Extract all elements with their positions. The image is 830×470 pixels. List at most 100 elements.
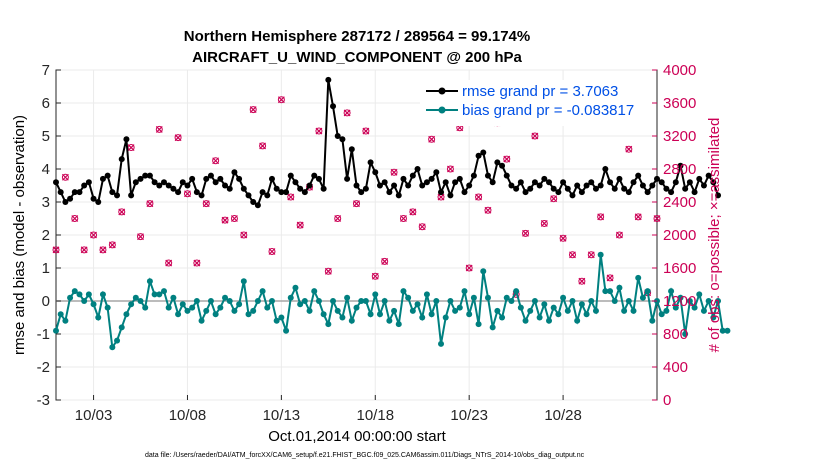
bias-point <box>475 321 482 328</box>
rmse-point <box>555 189 562 196</box>
rmse-point <box>672 179 679 186</box>
obs-assimilated-marker <box>334 215 342 222</box>
rmse-point <box>114 192 121 199</box>
right-tick-label: 3600 <box>663 95 696 112</box>
rmse-point <box>207 172 214 179</box>
obs-assimilated-marker <box>559 234 567 242</box>
bias-point <box>376 311 383 318</box>
obs-possible-marker <box>634 213 642 221</box>
obs-assimilated-marker <box>634 213 642 221</box>
bias-point <box>179 301 186 308</box>
rmse-point <box>654 175 660 182</box>
bias-point <box>386 317 393 324</box>
rmse-point <box>621 185 628 192</box>
obs-assimilated-marker <box>550 195 558 203</box>
rmse-point <box>353 182 360 189</box>
right-tick-label: 2800 <box>663 161 696 178</box>
obs-assimilated-marker <box>390 168 398 176</box>
right-axis-label: # of obs: o=possible; ×=assimilated <box>706 118 723 353</box>
rmse-point <box>358 189 365 196</box>
rmse-point <box>273 185 280 192</box>
bias-point <box>99 291 106 298</box>
obs-assimilated-marker <box>268 248 276 255</box>
rmse-point <box>292 179 299 186</box>
obs-possible-marker <box>559 234 567 242</box>
bias-point <box>226 298 233 304</box>
rmse-point <box>531 179 538 186</box>
rmse-point <box>560 179 567 186</box>
obs-assimilated-marker <box>428 135 436 143</box>
x-tick-label: 10/28 <box>544 407 582 424</box>
rmse-point <box>630 179 637 186</box>
bias-point <box>95 314 102 321</box>
bias-point <box>583 311 590 318</box>
rmse-point <box>198 192 205 199</box>
rmse-point <box>123 136 130 143</box>
rmse-point <box>597 182 604 189</box>
obs-assimilated-marker <box>531 132 539 140</box>
bias-point <box>630 307 637 314</box>
bias-point <box>456 304 463 311</box>
obs-possible-marker <box>550 195 558 203</box>
bias-point <box>151 291 158 298</box>
bias-point <box>517 304 524 311</box>
rmse-point <box>513 185 520 192</box>
bias-point <box>677 294 684 301</box>
obs-possible-marker <box>540 219 548 227</box>
bias-point <box>508 298 515 304</box>
bias-point <box>715 298 722 304</box>
obs-assimilated-marker <box>277 96 285 104</box>
obs-assimilated-marker <box>587 251 595 259</box>
obs-possible-marker <box>155 125 163 133</box>
bias-point <box>146 278 153 285</box>
rmse-point <box>315 175 322 182</box>
bias-point <box>710 314 717 321</box>
rmse-point <box>339 136 346 143</box>
rmse-point <box>527 185 534 192</box>
bias-point <box>438 340 445 347</box>
bias-point <box>278 314 285 321</box>
rmse-point <box>118 156 125 163</box>
bias-point <box>658 311 665 318</box>
rmse-point <box>546 179 553 186</box>
rmse-point <box>381 179 388 186</box>
obs-possible-marker <box>71 215 79 222</box>
rmse-point <box>203 175 210 182</box>
rmse-point <box>104 172 111 179</box>
bias-point <box>320 311 327 318</box>
bias-point <box>212 311 219 318</box>
bias-point <box>160 288 167 295</box>
rmse-point <box>484 172 491 179</box>
bias-point <box>433 298 440 304</box>
obs-assimilated-marker <box>315 127 323 135</box>
bias-point <box>503 294 510 301</box>
bias-point <box>527 307 534 314</box>
rmse-point <box>564 185 571 192</box>
bias-point <box>358 298 365 304</box>
bias-point <box>339 314 346 321</box>
bias-point <box>616 284 623 291</box>
rmse-point <box>306 182 313 189</box>
bias-point <box>635 274 642 281</box>
rmse-point <box>236 175 243 182</box>
bias-point <box>217 304 224 311</box>
rmse-point <box>179 179 186 186</box>
bias-point <box>696 291 703 298</box>
legend-rmse-marker <box>438 87 446 95</box>
bias-point <box>207 298 214 304</box>
bias-point <box>306 307 313 314</box>
rmse-point <box>142 172 149 179</box>
rmse-point <box>475 152 482 159</box>
bias-point <box>484 294 491 301</box>
bias-point <box>536 314 543 321</box>
rmse-point <box>245 192 252 199</box>
bias-point <box>348 317 355 324</box>
rmse-point <box>344 175 351 182</box>
rmse-point <box>691 189 698 196</box>
bias-point <box>273 317 280 324</box>
bias-point <box>367 311 374 318</box>
obs-possible-marker <box>277 96 285 104</box>
bias-point <box>189 304 196 311</box>
rmse-point <box>217 175 224 182</box>
obs-assimilated-marker <box>475 193 483 201</box>
